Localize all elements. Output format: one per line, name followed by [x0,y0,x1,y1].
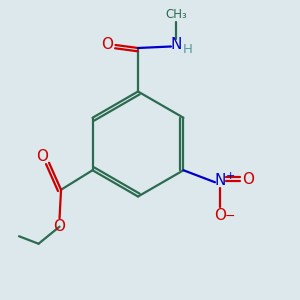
Text: +: + [226,171,235,181]
Text: CH₃: CH₃ [166,8,188,21]
Text: O: O [214,208,226,223]
Text: O: O [36,148,48,164]
Text: O: O [101,37,113,52]
Text: −: − [225,210,235,223]
Text: H: H [183,43,193,56]
Text: O: O [243,172,255,187]
Text: N: N [171,37,182,52]
Text: O: O [53,219,65,234]
Text: N: N [215,173,226,188]
